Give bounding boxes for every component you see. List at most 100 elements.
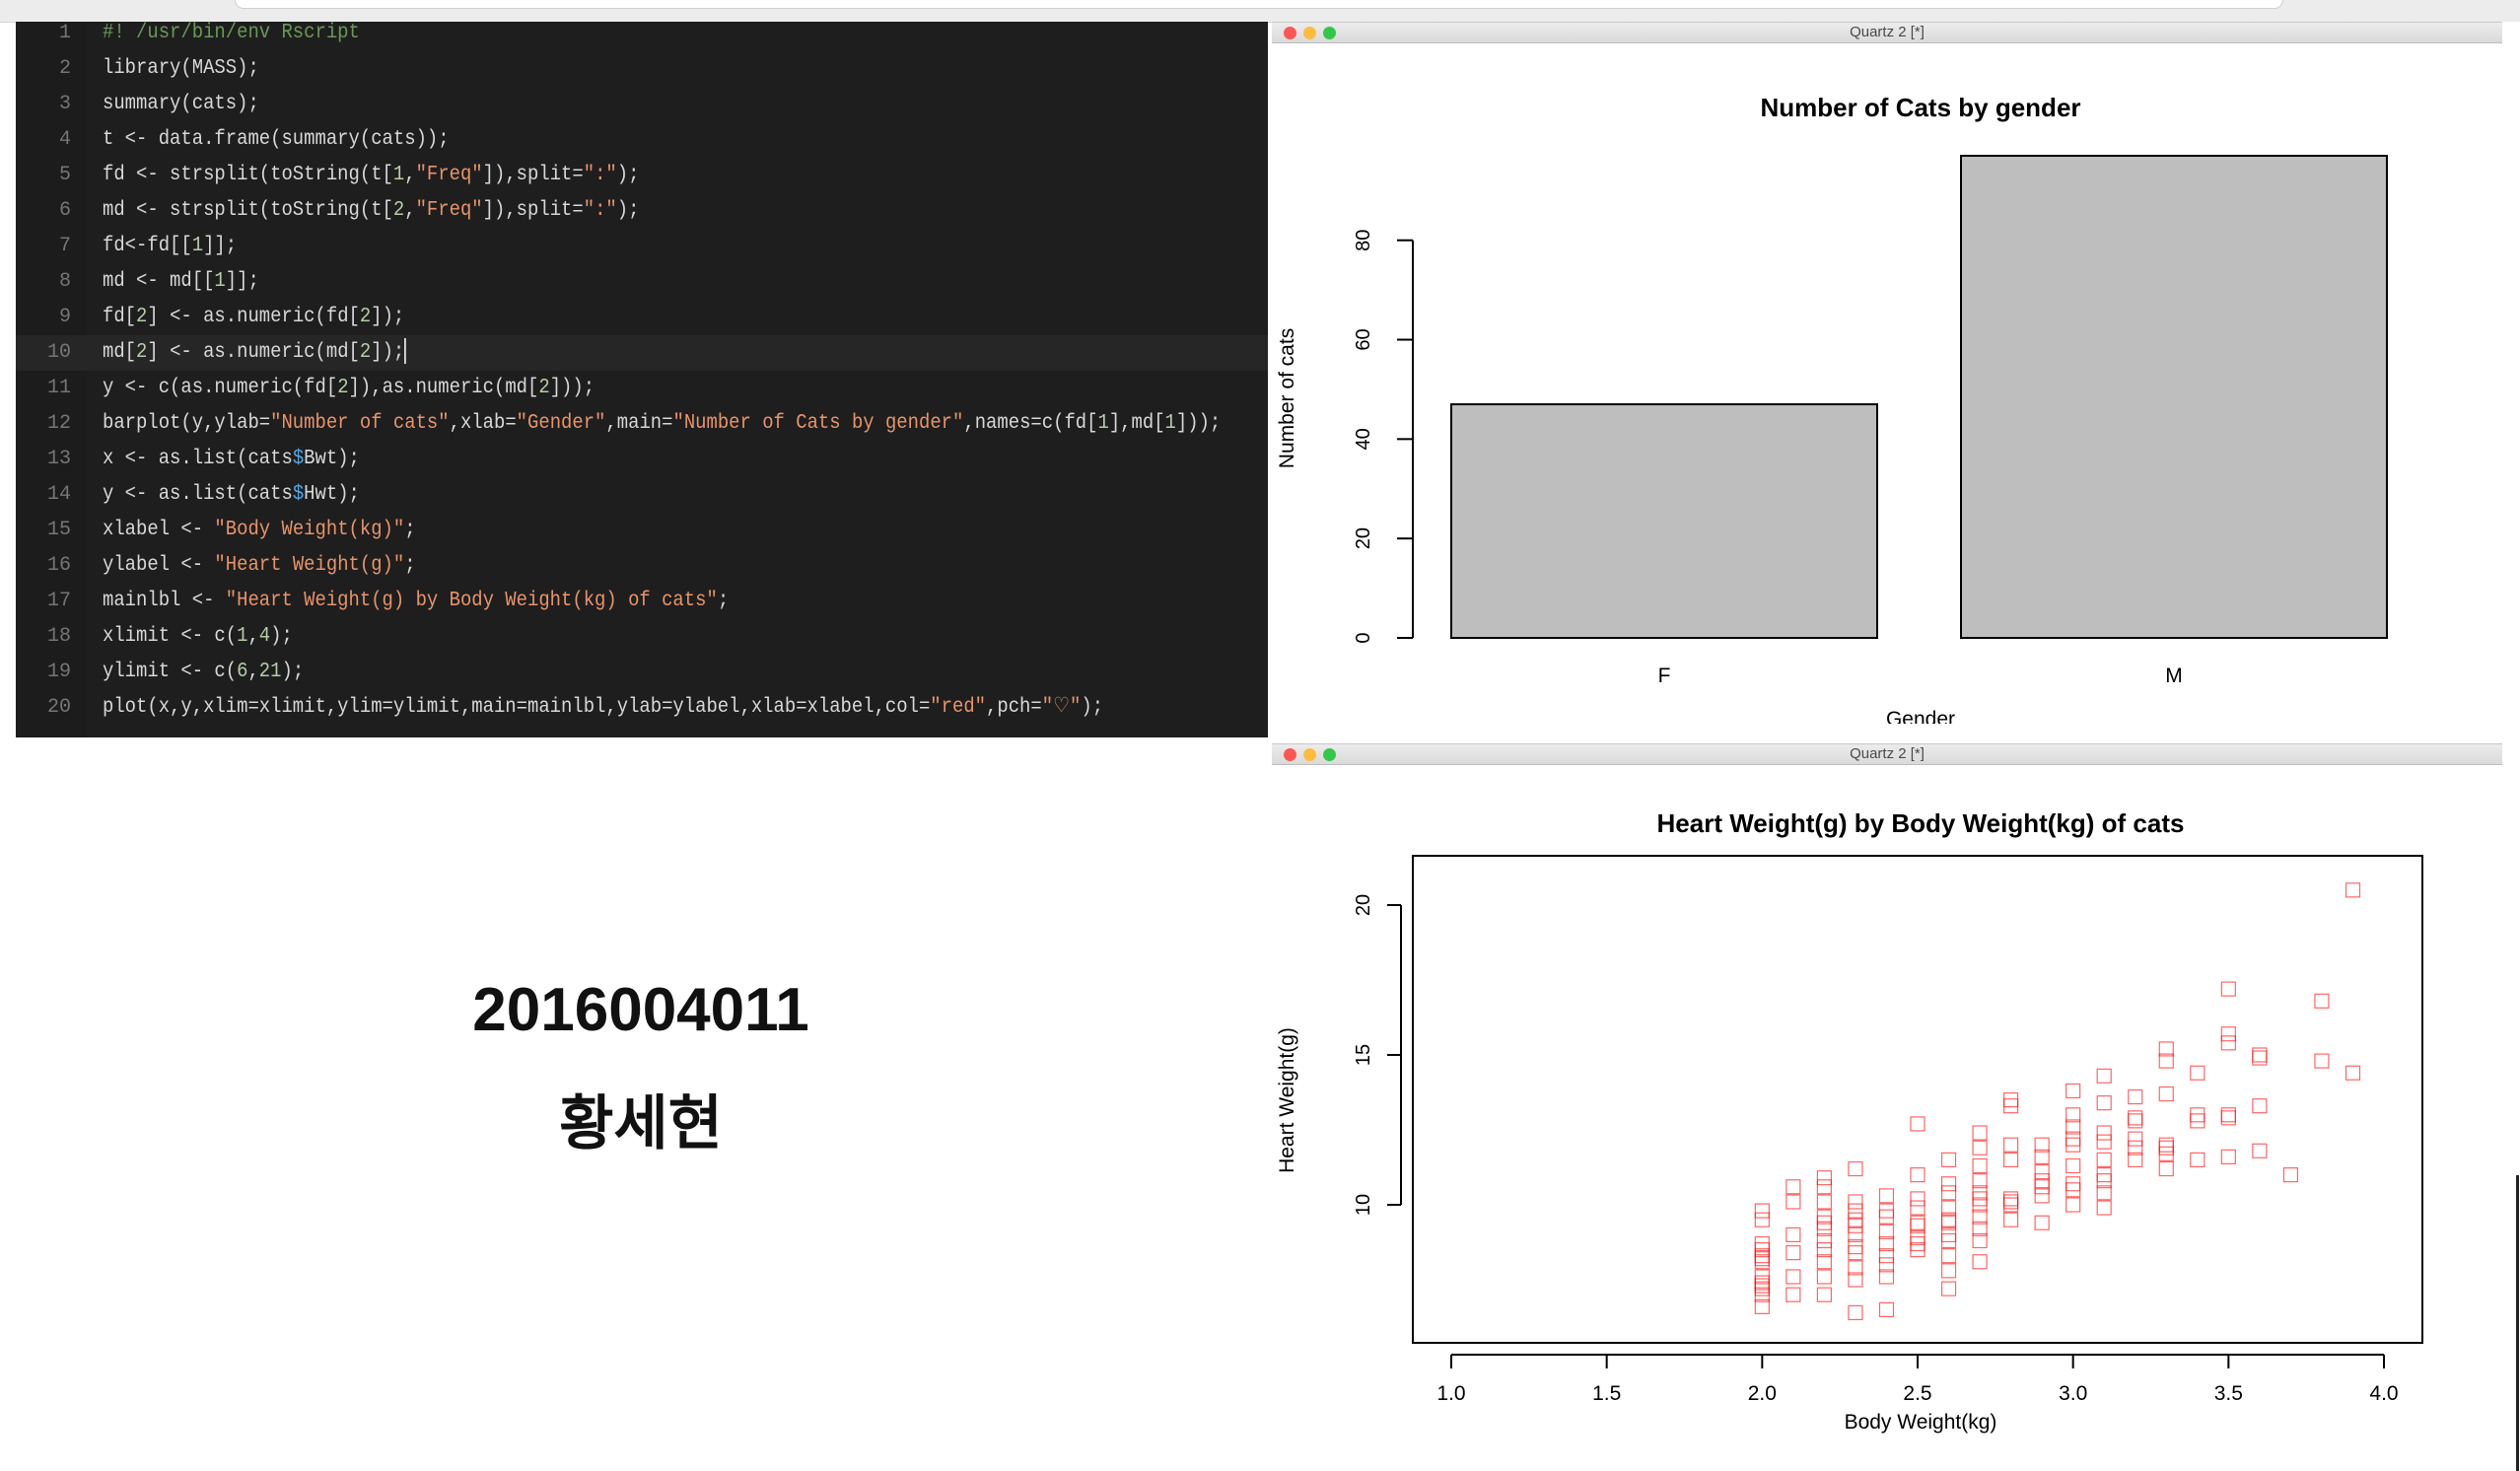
- data-point: [1878, 1235, 1895, 1252]
- code-token: 2: [359, 341, 372, 364]
- student-info: 2016004011 황세현: [296, 971, 986, 1163]
- scatter-chart: Heart Weight(g) by Body Weight(kg) of ca…: [1276, 808, 2423, 1434]
- code-token: ]];: [203, 235, 238, 257]
- data-point: [2190, 1065, 2205, 1081]
- close-window-button[interactable]: [1284, 27, 1296, 39]
- data-point: [1816, 1179, 1833, 1195]
- code-line[interactable]: 3 summary(cats);: [16, 87, 1268, 122]
- data-point: [1910, 1215, 1925, 1230]
- code-line[interactable]: 12 barplot(y,ylab="Number of cats",xlab="…: [16, 406, 1268, 442]
- x-tick-label: 1.0: [1436, 1382, 1465, 1405]
- code-text: ylimit <- c(6,21);: [103, 655, 304, 690]
- x-tick-label: 2.5: [1903, 1382, 1931, 1405]
- code-line[interactable]: 10 md[2] <- as.numeric(md[2]);: [16, 335, 1268, 371]
- student-name: 황세현: [559, 1090, 723, 1156]
- data-point: [2065, 1107, 2081, 1123]
- code-line[interactable]: 20 plot(x,y,xlim=xlimit,ylim=ylimit,main=…: [16, 690, 1268, 726]
- chart-title: Number of Cats by gender: [1760, 93, 2080, 122]
- data-point: [2065, 1157, 2081, 1174]
- line-number: 13: [46, 448, 71, 470]
- code-token: );: [1081, 696, 1104, 719]
- data-point: [2252, 1050, 2268, 1066]
- close-window-button[interactable]: [1284, 748, 1296, 761]
- y-axis-label: Number of cats: [1276, 328, 1298, 468]
- code-token: ylimit <- c(: [103, 661, 238, 683]
- code-line[interactable]: 6 md <- strsplit(toString(t[2,"Freq"]),sp…: [16, 193, 1268, 229]
- code-token: 1: [237, 625, 248, 648]
- code-token: ,: [404, 199, 416, 222]
- code-line[interactable]: 17 mainlbl <- "Heart Weight(g) by Body We…: [16, 584, 1268, 619]
- zoom-window-button[interactable]: [1323, 27, 1336, 39]
- data-point: [1785, 1245, 1801, 1261]
- code-line[interactable]: 7 fd<-fd[[1]];: [16, 229, 1268, 264]
- code-line[interactable]: 14 y <- as.list(cats$Hwt);: [16, 477, 1268, 513]
- code-token: ,: [247, 625, 259, 648]
- code-text: mainlbl <- "Heart Weight(g) by Body Weig…: [103, 584, 729, 619]
- data-point: [2128, 1152, 2143, 1167]
- code-token: xlimit <- c(: [103, 625, 238, 648]
- window-titlebar[interactable]: Quartz 2 [*]: [1272, 743, 2502, 765]
- code-line[interactable]: 19 ylimit <- c(6,21);: [16, 655, 1268, 690]
- x-tick-label: 4.0: [2369, 1382, 2398, 1405]
- data-point: [2034, 1137, 2050, 1153]
- minimize-window-button[interactable]: [1303, 748, 1316, 761]
- code-line[interactable]: 11 y <- c(as.numeric(fd[2]),as.numeric(md…: [16, 371, 1268, 406]
- data-point: [2096, 1095, 2112, 1111]
- data-point: [2128, 1113, 2143, 1129]
- bar: [1450, 403, 1878, 639]
- y-tick-label: 20: [1353, 894, 1374, 916]
- data-point: [1816, 1269, 1833, 1285]
- data-point: [2314, 1053, 2330, 1069]
- data-point: [1878, 1188, 1895, 1204]
- data-point: [1848, 1304, 1863, 1321]
- data-point: [2128, 1110, 2143, 1126]
- code-line[interactable]: 9 fd[2] <- as.numeric(fd[2]);: [16, 300, 1268, 335]
- data-point: [2220, 1107, 2236, 1123]
- code-token: ]));: [549, 377, 595, 399]
- window-title: Quartz 2 [*]: [1850, 24, 1925, 40]
- code-text: #! /usr/bin/env Rscript: [103, 22, 360, 51]
- data-point: [2158, 1146, 2174, 1161]
- code-token: "Heart Weight(g)": [214, 554, 405, 577]
- window-titlebar[interactable]: Quartz 2 [*]: [1272, 22, 2502, 43]
- code-token: plot(x,y,xlim=xlimit,ylim=ylimit,main=ma…: [103, 696, 931, 719]
- data-point: [1910, 1191, 1925, 1207]
- data-point: [1972, 1254, 1988, 1270]
- line-number: 5: [58, 164, 71, 186]
- code-token: 6: [237, 661, 248, 683]
- line-number: 20: [46, 696, 71, 719]
- data-point: [1848, 1260, 1863, 1276]
- code-line[interactable]: 16 ylabel <- "Heart Weight(g)";: [16, 548, 1268, 584]
- minimize-window-button[interactable]: [1303, 27, 1316, 39]
- code-text: library(MASS);: [103, 51, 259, 87]
- quartz-window-barplot[interactable]: Quartz 2 [*] Number of Cats by gender Gen…: [1272, 22, 2502, 724]
- data-point: [1754, 1212, 1770, 1227]
- address-bar[interactable]: [235, 0, 2283, 9]
- quartz-window-scatter[interactable]: Quartz 2 [*] Heart Weight(g) by Body Wei…: [1272, 743, 2502, 1451]
- code-line[interactable]: 4 t <- data.frame(summary(cats));: [16, 122, 1268, 158]
- code-text: plot(x,y,xlim=xlimit,ylim=ylimit,main=ma…: [103, 690, 1103, 726]
- code-line[interactable]: 13 x <- as.list(cats$Bwt);: [16, 442, 1268, 477]
- code-line[interactable]: 8 md <- md[[1]];: [16, 264, 1268, 300]
- code-line[interactable]: 1 #! /usr/bin/env Rscript: [16, 22, 1268, 51]
- zoom-window-button[interactable]: [1323, 748, 1336, 761]
- code-token: ,: [247, 661, 259, 683]
- data-point: [1848, 1218, 1863, 1233]
- data-point: [1816, 1194, 1833, 1210]
- data-point: [2034, 1149, 2050, 1164]
- code-editor[interactable]: 1 #! /usr/bin/env Rscript 2 library(MASS); 3…: [16, 22, 1268, 737]
- data-point: [1848, 1194, 1863, 1210]
- code-line[interactable]: 18 xlimit <- c(1,4);: [16, 619, 1268, 655]
- data-point: [2096, 1185, 2112, 1201]
- code-line[interactable]: 15 xlabel <- "Body Weight(kg)";: [16, 513, 1268, 548]
- data-point: [1785, 1179, 1801, 1195]
- data-point: [1972, 1185, 1988, 1201]
- scrollbar[interactable]: [2516, 1175, 2519, 1471]
- code-token: Bwt);: [304, 448, 360, 470]
- code-line[interactable]: 2 library(MASS);: [16, 51, 1268, 87]
- code-token: ,: [404, 164, 416, 186]
- code-token: md <- md[[: [103, 270, 215, 293]
- x-tick-label: 3.5: [2214, 1382, 2243, 1405]
- code-line[interactable]: 5 fd <- strsplit(toString(t[1,"Freq"]),sp…: [16, 158, 1268, 193]
- code-token: );: [616, 199, 640, 222]
